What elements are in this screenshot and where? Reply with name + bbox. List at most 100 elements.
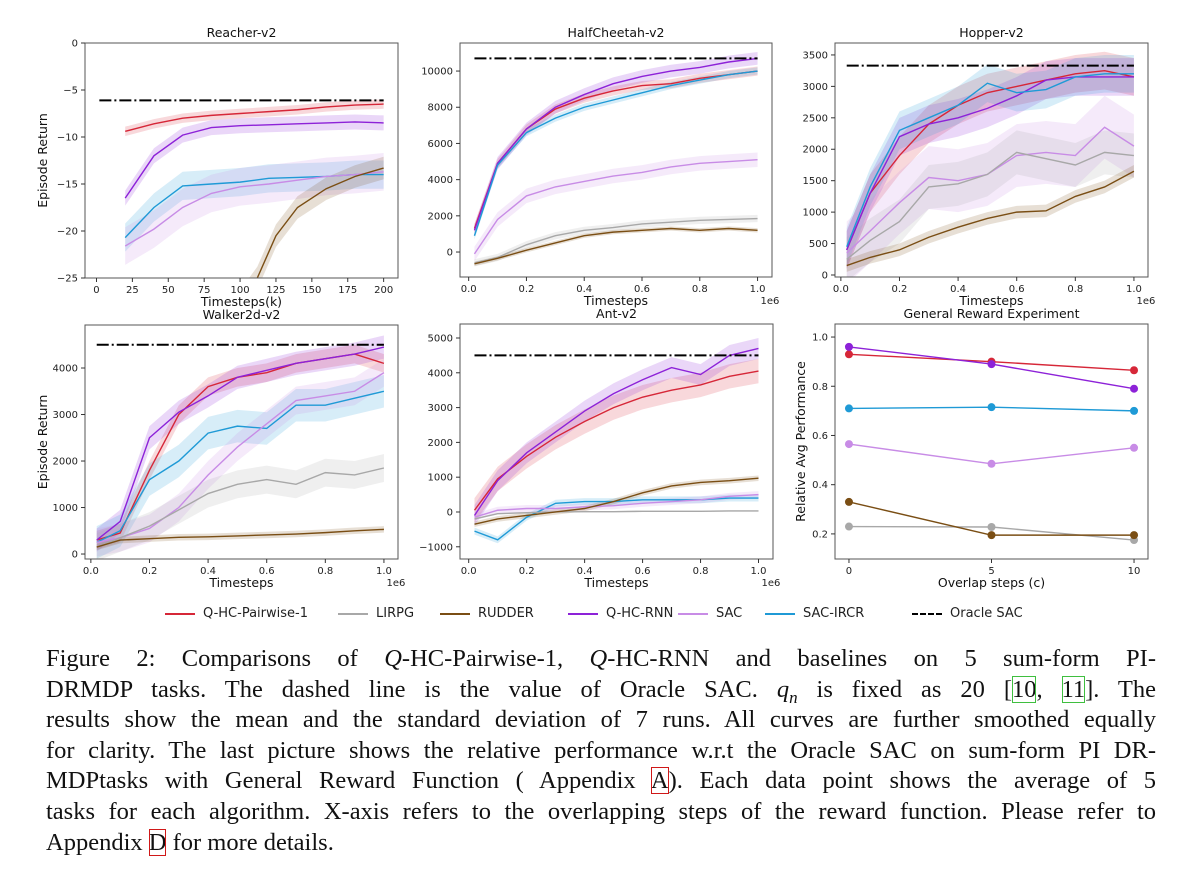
y-tick-label: 3000 [53, 410, 78, 421]
line-sac-ircr [96, 390, 385, 544]
line-lirpg [474, 510, 759, 520]
point-q-hc-rnn [844, 342, 853, 351]
reference-link[interactable]: A [650, 767, 669, 795]
caption-text: q [776, 675, 790, 703]
y-tick-label: 1500 [803, 176, 828, 187]
x-offset-label: 1e6 [387, 578, 406, 589]
reference-link[interactable]: 11 [1061, 675, 1086, 703]
x-axis-label: Timesteps [958, 293, 1023, 308]
caption-text: -HC-Pairwise-1, [401, 645, 590, 672]
point-q-hc-rnn [987, 360, 996, 369]
line-rudder [846, 170, 1135, 267]
y-tick-label: 0 [447, 507, 453, 518]
band-sac [846, 95, 1134, 277]
band-sac [96, 358, 384, 557]
caption-text: results show the mean and the standard d… [46, 706, 1156, 734]
line-q-hc-rnn [846, 76, 1134, 251]
y-tick-label: 0.8 [812, 382, 828, 393]
y-tick-label: −25 [57, 274, 78, 285]
y-tick-label: 4000 [428, 368, 453, 379]
y-tick-label: 6000 [428, 139, 453, 150]
caption-line: Appendix D for more details. [46, 828, 1156, 859]
point-lirpg [844, 522, 853, 531]
x-offset-label: 1e6 [762, 578, 781, 589]
line-sac-ircr [846, 73, 1134, 247]
x-tick-label: 0.4 [577, 566, 593, 577]
point-rudder [987, 531, 996, 540]
y-axis-label: Episode Return [35, 395, 50, 490]
reference-link[interactable]: D [148, 828, 167, 856]
point-lirpg [987, 523, 996, 532]
y-tick-label: 0.4 [812, 480, 828, 491]
band-q-hc-pairwise-1 [96, 344, 384, 550]
legend-swatch [440, 612, 470, 615]
y-tick-label: 4000 [53, 364, 78, 375]
legend-swatch [678, 612, 708, 615]
y-axis-label: Episode Return [35, 113, 50, 208]
band-rudder [474, 226, 758, 266]
point-sac-ircr [987, 403, 996, 412]
y-tick-label: 4000 [428, 175, 453, 186]
x-tick-label: 5 [988, 566, 994, 577]
x-axis-label: Timesteps [583, 293, 648, 308]
x-tick-label: 125 [266, 285, 285, 296]
plot-area [96, 335, 385, 559]
x-tick-label: 200 [374, 285, 393, 296]
y-tick-label: 2000 [53, 457, 78, 468]
band-q-hc-rnn [125, 114, 384, 206]
band-sac-ircr [96, 374, 384, 559]
chart-ant-v2: 0.0 0.2 0.4 0.6 0.8 1.0 −1000 0 1000 2000 3000 4000… [419, 306, 780, 590]
y-tick-label: −5 [63, 86, 78, 97]
axes-frame [834, 42, 1149, 278]
y-tick-label: 0 [822, 270, 828, 281]
legend-swatch [765, 612, 795, 615]
legend-label: Q-HC-Pairwise-1 [203, 606, 308, 621]
y-tick-label: 2000 [428, 438, 453, 449]
axes-frame [459, 323, 774, 560]
band-sac [474, 152, 758, 262]
chart-title: Hopper-v2 [959, 25, 1023, 40]
y-tick-label: −15 [57, 180, 78, 191]
chart-title: Reacher-v2 [207, 25, 277, 40]
y-tick-label: 3500 [803, 50, 828, 61]
x-tick-label: 0.2 [892, 284, 908, 295]
chart-title: Ant-v2 [596, 306, 637, 321]
figure-caption: Figure 2: Comparisons of Q-HC-Pairwise-1… [46, 644, 1156, 858]
y-tick-label: −1000 [419, 542, 453, 553]
y-tick-label: 0.2 [812, 529, 828, 540]
reference-link[interactable]: 10 [1011, 675, 1037, 703]
y-tick-label: 0 [447, 248, 453, 259]
legend-label: SAC [716, 606, 743, 621]
caption-line: DRMDP tasks. The dashed line is the valu… [46, 675, 1156, 706]
legend-swatch [165, 612, 195, 615]
plot-area [846, 51, 1135, 277]
point-sac-ircr [1130, 406, 1139, 415]
chart-reacher-v2: 0 25 50 75 100 125 150 175 200 0 −5 −10 −15 −20 −25 Rea… [35, 25, 399, 309]
legend-item-lirpg: LIRPG [338, 606, 414, 621]
point-rudder [844, 497, 853, 506]
x-axis-label: Timesteps [583, 575, 648, 590]
line-rudder [474, 227, 758, 265]
x-tick-label: 0.0 [833, 284, 849, 295]
legend-item-rudder: RUDDER [440, 606, 534, 621]
y-tick-label: 1000 [53, 503, 78, 514]
x-tick-label: 1.0 [751, 566, 767, 577]
line-lirpg [96, 467, 385, 548]
x-tick-label: 0.8 [317, 566, 333, 577]
plot-area [844, 342, 1139, 545]
chart-halfcheetah-v2: 0.0 0.2 0.4 0.6 0.8 1.0 0 2000 4000 6000 8000 10000… [421, 25, 779, 308]
line-rudder [96, 528, 384, 548]
x-tick-label: 0.6 [259, 566, 275, 577]
plot-area [473, 52, 758, 267]
band-q-hc-rnn [96, 335, 384, 552]
caption-line: tasks for each algorithm. X-axis refers … [46, 797, 1156, 828]
band-sac-ircr [846, 54, 1134, 266]
y-tick-label: 1.0 [812, 333, 828, 344]
legend-item-q-hc-pairwise-1: Q-HC-Pairwise-1 [165, 606, 308, 621]
x-tick-label: 0 [846, 566, 852, 577]
legend: Q-HC-Pairwise-1 LIRPG RUDDER Q-HC-RNN SAC SAC… [0, 606, 1190, 628]
y-tick-label: −20 [57, 227, 78, 238]
x-tick-label: 0.6 [635, 566, 651, 577]
line-q-hc-rnn [96, 346, 385, 541]
y-tick-label: 10000 [421, 67, 453, 78]
